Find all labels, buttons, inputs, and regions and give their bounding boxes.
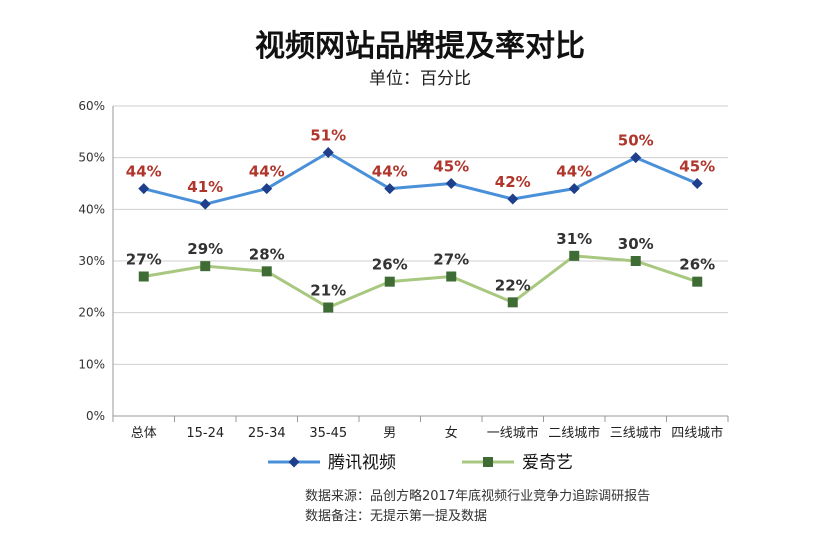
data-point <box>138 271 149 282</box>
note-line: 数据备注：无提示第一提及数据 <box>305 508 487 524</box>
series-line-2 <box>143 254 698 309</box>
data-label: 27% <box>126 251 162 269</box>
data-label: 44% <box>126 163 162 181</box>
data-label: 44% <box>372 163 408 181</box>
x-tick-label: 35-45 <box>309 426 347 441</box>
legend-label-2: 爱奇艺 <box>522 453 573 473</box>
chart-subtitle: 单位：百分比 <box>369 69 471 89</box>
data-label: 45% <box>679 158 715 176</box>
data-point <box>261 266 272 277</box>
y-tick-label: 0% <box>86 409 105 423</box>
data-point <box>507 297 518 308</box>
data-label: 31% <box>556 230 592 248</box>
data-label: 22% <box>495 276 531 294</box>
legend: 腾讯视频 爱奇艺 <box>268 453 573 473</box>
data-label: 51% <box>310 127 346 145</box>
data-point <box>322 147 334 158</box>
x-tick-label: 女 <box>445 425 458 441</box>
data-label: 41% <box>187 178 223 196</box>
data-label: 44% <box>249 163 285 181</box>
y-tick-label: 20% <box>78 306 105 320</box>
y-tick-label: 60% <box>78 99 105 113</box>
x-tick-label: 一线城市 <box>487 425 539 441</box>
data-point <box>691 178 703 189</box>
y-axis-ticks: 0% 10% 20% 30% 40% 50% 60% <box>78 99 105 423</box>
data-point <box>568 183 580 195</box>
data-point <box>323 302 334 313</box>
series-line-1 <box>143 151 698 206</box>
data-point <box>446 271 457 282</box>
data-point <box>200 261 211 272</box>
data-point <box>630 152 642 164</box>
x-tick-label: 男 <box>383 426 396 441</box>
data-label: 30% <box>618 235 654 253</box>
y-tick-label: 10% <box>78 357 105 371</box>
data-point <box>569 250 580 261</box>
data-label: 26% <box>372 256 408 274</box>
data-label: 26% <box>679 256 715 274</box>
data-label: 28% <box>249 245 285 263</box>
x-tick-label: 四线城市 <box>671 425 723 441</box>
data-point <box>384 183 396 195</box>
data-point <box>261 183 273 195</box>
data-point <box>199 198 211 210</box>
data-label: 44% <box>556 163 592 181</box>
data-point <box>445 178 457 189</box>
x-tick-label: 三线城市 <box>610 425 662 441</box>
legend-label-1: 腾讯视频 <box>328 453 396 473</box>
data-point <box>507 193 519 205</box>
x-tick-label: 15-24 <box>186 426 224 441</box>
x-tick-label: 25-34 <box>248 426 286 441</box>
chart-title: 视频网站品牌提及率对比 <box>255 29 585 64</box>
data-label: 42% <box>495 173 531 191</box>
source-line: 数据来源：品创方略2017年底视频行业竞争力追踪调研报告 <box>305 488 650 504</box>
data-point <box>384 276 395 287</box>
legend-marker <box>483 457 493 467</box>
data-label: 45% <box>433 158 469 176</box>
data-label: 21% <box>310 282 346 300</box>
y-tick-label: 50% <box>78 151 105 165</box>
x-tick-label: 总体 <box>131 426 157 441</box>
y-tick-label: 40% <box>78 202 105 216</box>
data-point <box>692 276 703 287</box>
data-label: 29% <box>187 240 223 258</box>
legend-marker <box>288 456 300 468</box>
gridlines <box>112 105 728 417</box>
y-tick-label: 30% <box>78 254 105 268</box>
x-axis-ticks: 总体 15-24 25-34 35-45 男 女 一线城市 二线城市 三线城市 四线城市 <box>112 416 729 441</box>
data-label: 50% <box>618 132 654 150</box>
data-point <box>630 256 641 266</box>
series-layer: 44% 41% 44% 51% 44% 45% 42% 44% 50% 45% 27% 29% 28% 2… <box>126 127 715 313</box>
data-label: 27% <box>433 251 469 269</box>
x-tick-label: 二线城市 <box>548 425 600 441</box>
data-point <box>138 183 150 195</box>
